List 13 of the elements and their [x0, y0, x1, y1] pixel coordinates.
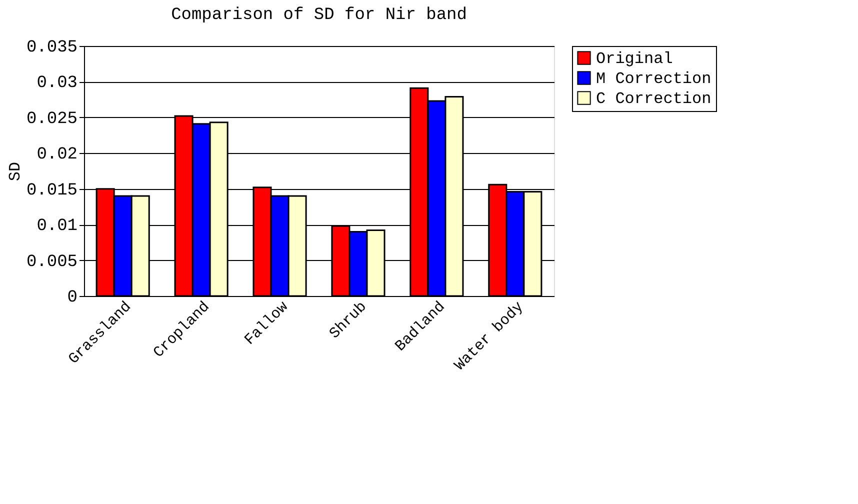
- y-tick-label: 0.005: [26, 252, 78, 272]
- legend-label: C Correction: [596, 90, 712, 108]
- y-axis-title: SD: [6, 162, 24, 182]
- y-tick-label: 0.03: [36, 74, 78, 94]
- chart-title: Comparison of SD for Nir band: [171, 6, 467, 25]
- y-tick-label: 0: [67, 288, 78, 308]
- y-tick-label: 0.01: [36, 217, 78, 236]
- legend-label: M Correction: [596, 70, 712, 88]
- y-tick-label: 0.02: [36, 146, 78, 165]
- y-tick-label: 0.015: [26, 181, 78, 200]
- y-tick-label: 0.035: [26, 38, 78, 58]
- y-tick-label: 0.025: [26, 110, 78, 129]
- legend-label: Original: [596, 50, 673, 68]
